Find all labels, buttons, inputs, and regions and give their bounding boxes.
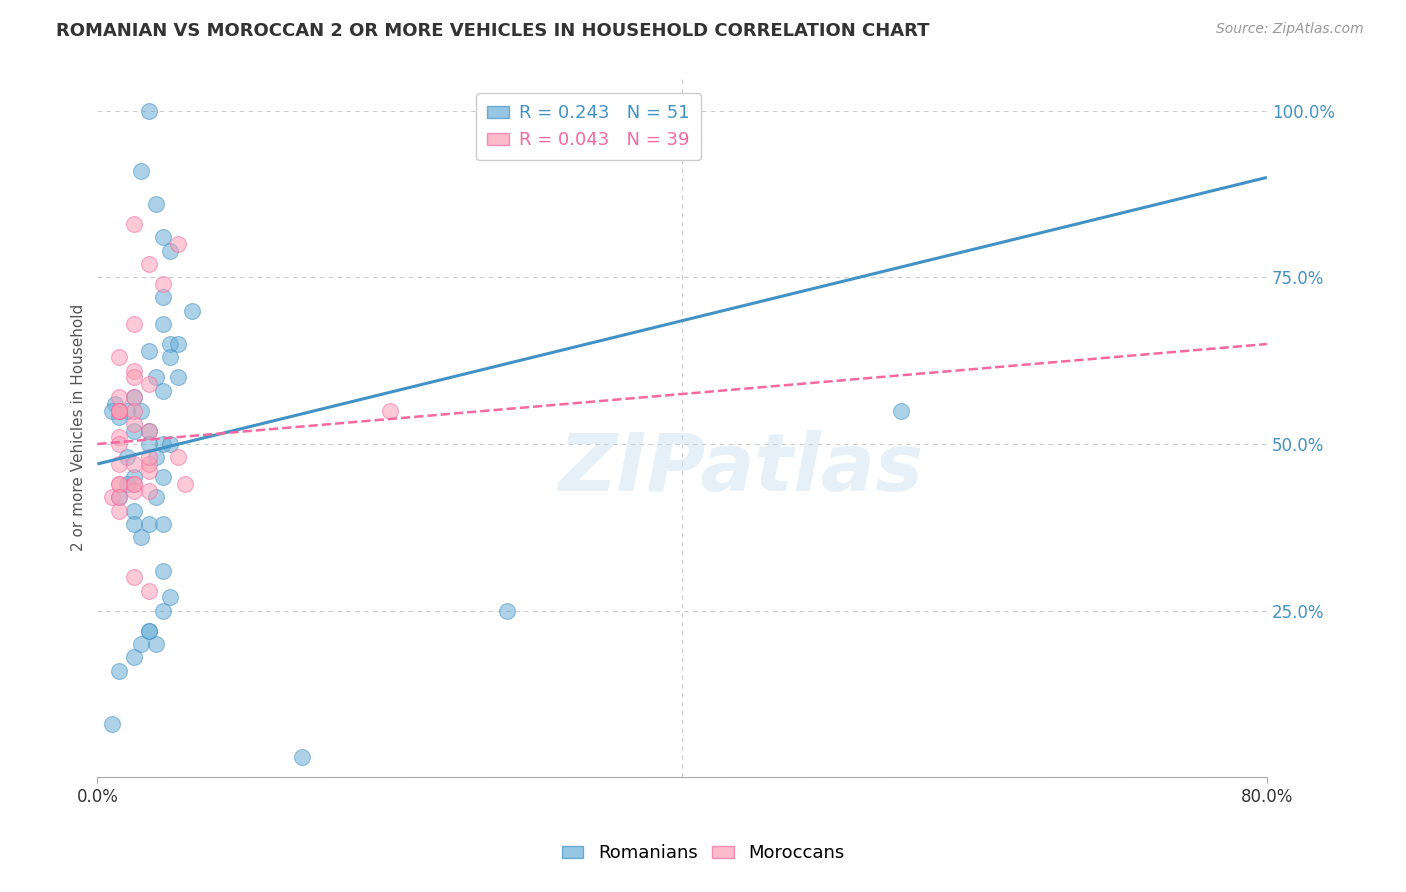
Point <box>129 637 152 651</box>
Point <box>122 477 145 491</box>
Point <box>159 337 181 351</box>
Point <box>108 437 131 451</box>
Point <box>122 370 145 384</box>
Point <box>101 403 124 417</box>
Point <box>166 370 188 384</box>
Point <box>108 457 131 471</box>
Point <box>108 477 131 491</box>
Point <box>890 403 912 417</box>
Point <box>122 424 145 438</box>
Point <box>145 491 167 505</box>
Point <box>122 470 145 484</box>
Point <box>145 197 167 211</box>
Point <box>138 424 160 438</box>
Point <box>152 384 174 398</box>
Point <box>378 403 401 417</box>
Point <box>101 717 124 731</box>
Point <box>152 230 174 244</box>
Point <box>108 351 131 365</box>
Point <box>101 491 124 505</box>
Point <box>108 403 131 417</box>
Point <box>122 570 145 584</box>
Point <box>122 483 145 498</box>
Point <box>174 477 197 491</box>
Point <box>122 503 145 517</box>
Point <box>108 491 131 505</box>
Point <box>129 530 152 544</box>
Point <box>122 477 145 491</box>
Point <box>138 583 160 598</box>
Point <box>122 390 145 404</box>
Point <box>152 317 174 331</box>
Point <box>145 370 167 384</box>
Point <box>166 237 188 252</box>
Point <box>122 457 145 471</box>
Point <box>108 503 131 517</box>
Point <box>122 650 145 665</box>
Point <box>152 290 174 304</box>
Point <box>108 403 131 417</box>
Point <box>166 337 188 351</box>
Point <box>152 604 174 618</box>
Point <box>138 437 160 451</box>
Point <box>108 430 131 444</box>
Point <box>159 437 181 451</box>
Point <box>138 450 160 465</box>
Text: Source: ZipAtlas.com: Source: ZipAtlas.com <box>1216 22 1364 37</box>
Point <box>122 390 145 404</box>
Point <box>138 464 160 478</box>
Point <box>495 604 517 618</box>
Point <box>159 351 181 365</box>
Point <box>159 591 181 605</box>
Point <box>129 163 152 178</box>
Point <box>138 516 160 531</box>
Point <box>159 244 181 258</box>
Point <box>115 403 138 417</box>
Point <box>104 397 127 411</box>
Point <box>122 403 145 417</box>
Point <box>122 364 145 378</box>
Legend: R = 0.243   N = 51, R = 0.043   N = 39: R = 0.243 N = 51, R = 0.043 N = 39 <box>477 94 702 161</box>
Point <box>138 624 160 638</box>
Point <box>166 450 188 465</box>
Point <box>122 417 145 431</box>
Point <box>138 257 160 271</box>
Point <box>138 424 160 438</box>
Y-axis label: 2 or more Vehicles in Household: 2 or more Vehicles in Household <box>72 303 86 551</box>
Point <box>145 450 167 465</box>
Point <box>138 624 160 638</box>
Point <box>122 516 145 531</box>
Point <box>138 377 160 392</box>
Point <box>129 403 152 417</box>
Text: ROMANIAN VS MOROCCAN 2 OR MORE VEHICLES IN HOUSEHOLD CORRELATION CHART: ROMANIAN VS MOROCCAN 2 OR MORE VEHICLES … <box>56 22 929 40</box>
Point <box>138 457 160 471</box>
Point <box>108 491 131 505</box>
Point <box>152 437 174 451</box>
Point <box>138 103 160 118</box>
Point <box>108 477 131 491</box>
Point <box>122 217 145 231</box>
Point <box>152 564 174 578</box>
Point <box>181 303 204 318</box>
Point <box>115 477 138 491</box>
Point <box>122 317 145 331</box>
Point <box>145 637 167 651</box>
Point <box>138 483 160 498</box>
Legend: Romanians, Moroccans: Romanians, Moroccans <box>554 838 852 870</box>
Point <box>108 390 131 404</box>
Text: ZIPatlas: ZIPatlas <box>558 430 924 508</box>
Point <box>108 403 131 417</box>
Point <box>291 750 314 764</box>
Point <box>108 664 131 678</box>
Point <box>108 410 131 425</box>
Point <box>138 343 160 358</box>
Point <box>152 470 174 484</box>
Point <box>152 277 174 291</box>
Point <box>115 450 138 465</box>
Point <box>152 516 174 531</box>
Point <box>108 403 131 417</box>
